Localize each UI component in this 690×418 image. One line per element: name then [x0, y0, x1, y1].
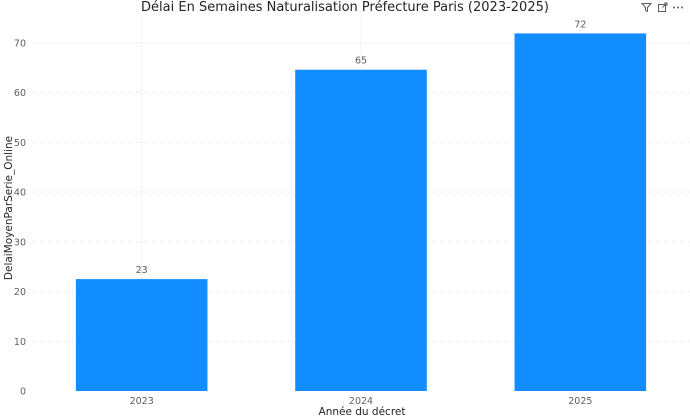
data-labels: 23 65 72	[136, 19, 587, 276]
data-label: 65	[355, 56, 367, 67]
y-tick-label: 10	[14, 337, 26, 348]
chart-title: Délai En Semaines Naturalisation Préfect…	[141, 0, 549, 15]
bar-2023[interactable]	[75, 279, 208, 391]
y-tick-label: 70	[14, 38, 26, 49]
bar-2025[interactable]	[514, 33, 647, 392]
y-axis-ticks: 0 10 20 30 40 50 60 70	[14, 38, 26, 397]
x-tick-label: 2024	[349, 396, 373, 407]
x-axis-title: Année du décret	[319, 406, 406, 418]
data-label: 23	[136, 265, 148, 276]
data-label: 72	[574, 19, 586, 30]
visual-header	[640, 1, 684, 13]
more-options-icon[interactable]	[672, 1, 684, 13]
filter-icon[interactable]	[640, 1, 652, 13]
y-tick-label: 0	[20, 387, 26, 398]
bars	[75, 33, 647, 392]
y-tick-label: 40	[14, 188, 26, 199]
y-tick-label: 60	[14, 88, 26, 99]
y-tick-label: 30	[14, 237, 26, 248]
bar-2024[interactable]	[295, 69, 427, 392]
y-tick-label: 20	[14, 287, 26, 298]
focus-mode-icon[interactable]	[656, 1, 668, 13]
x-axis-ticks: 2023 2024 2025	[130, 396, 593, 407]
x-tick-label: 2023	[130, 396, 154, 407]
y-axis-title: DelaiMoyenParSerie_Online	[3, 136, 15, 280]
x-tick-label: 2025	[568, 396, 592, 407]
y-tick-label: 50	[14, 138, 26, 149]
